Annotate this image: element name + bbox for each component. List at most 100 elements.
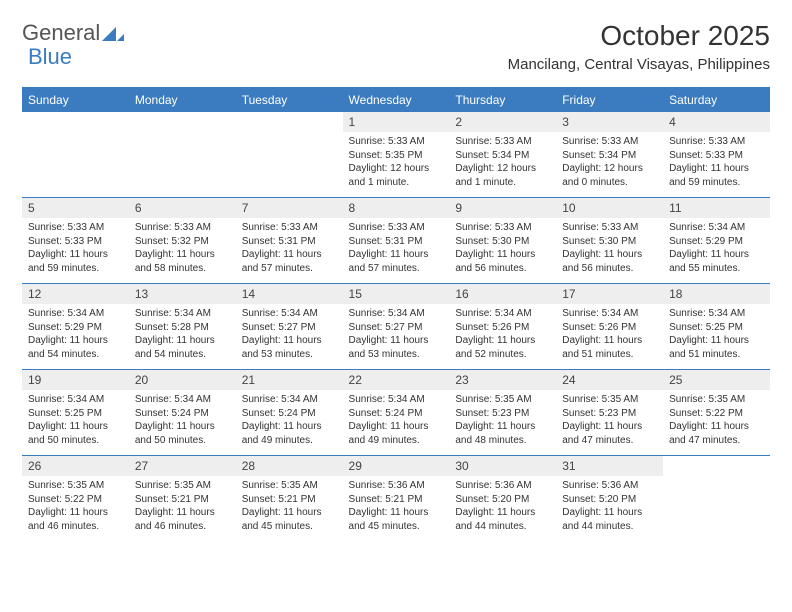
day-number: 15 <box>343 284 450 304</box>
day-content: Sunrise: 5:34 AMSunset: 5:29 PMDaylight:… <box>663 218 770 279</box>
day-number: 29 <box>343 456 450 476</box>
calendar-day: 19Sunrise: 5:34 AMSunset: 5:25 PMDayligh… <box>22 370 129 456</box>
day-header: Friday <box>556 88 663 112</box>
location: Mancilang, Central Visayas, Philippines <box>508 56 770 73</box>
day-content: Sunrise: 5:33 AMSunset: 5:30 PMDaylight:… <box>556 218 663 279</box>
calendar-day: 23Sunrise: 5:35 AMSunset: 5:23 PMDayligh… <box>449 370 556 456</box>
day-content: Sunrise: 5:34 AMSunset: 5:28 PMDaylight:… <box>129 304 236 365</box>
day-content: Sunrise: 5:36 AMSunset: 5:20 PMDaylight:… <box>556 476 663 537</box>
day-content: Sunrise: 5:34 AMSunset: 5:24 PMDaylight:… <box>236 390 343 451</box>
day-content: Sunrise: 5:36 AMSunset: 5:20 PMDaylight:… <box>449 476 556 537</box>
calendar-day: 13Sunrise: 5:34 AMSunset: 5:28 PMDayligh… <box>129 284 236 370</box>
month-title: October 2025 <box>508 20 770 52</box>
day-number: 22 <box>343 370 450 390</box>
logo-part1: General <box>22 20 100 46</box>
calendar-day: 25Sunrise: 5:35 AMSunset: 5:22 PMDayligh… <box>663 370 770 456</box>
day-number: 30 <box>449 456 556 476</box>
day-number: 20 <box>129 370 236 390</box>
day-number: 2 <box>449 112 556 132</box>
calendar-day: 18Sunrise: 5:34 AMSunset: 5:25 PMDayligh… <box>663 284 770 370</box>
calendar-day: 16Sunrise: 5:34 AMSunset: 5:26 PMDayligh… <box>449 284 556 370</box>
calendar-day: 31Sunrise: 5:36 AMSunset: 5:20 PMDayligh… <box>556 456 663 542</box>
calendar-empty <box>129 112 236 198</box>
calendar-week: 19Sunrise: 5:34 AMSunset: 5:25 PMDayligh… <box>22 370 770 456</box>
calendar-day: 28Sunrise: 5:35 AMSunset: 5:21 PMDayligh… <box>236 456 343 542</box>
day-number: 11 <box>663 198 770 218</box>
day-header: Wednesday <box>343 88 450 112</box>
calendar-day: 29Sunrise: 5:36 AMSunset: 5:21 PMDayligh… <box>343 456 450 542</box>
calendar-empty <box>663 456 770 542</box>
calendar-week: 26Sunrise: 5:35 AMSunset: 5:22 PMDayligh… <box>22 456 770 542</box>
calendar-day: 4Sunrise: 5:33 AMSunset: 5:33 PMDaylight… <box>663 112 770 198</box>
calendar-table: SundayMondayTuesdayWednesdayThursdayFrid… <box>22 87 770 542</box>
calendar-day: 12Sunrise: 5:34 AMSunset: 5:29 PMDayligh… <box>22 284 129 370</box>
day-number: 28 <box>236 456 343 476</box>
day-content: Sunrise: 5:36 AMSunset: 5:21 PMDaylight:… <box>343 476 450 537</box>
day-header: Tuesday <box>236 88 343 112</box>
day-content: Sunrise: 5:34 AMSunset: 5:29 PMDaylight:… <box>22 304 129 365</box>
calendar-day: 3Sunrise: 5:33 AMSunset: 5:34 PMDaylight… <box>556 112 663 198</box>
day-number: 17 <box>556 284 663 304</box>
day-number: 27 <box>129 456 236 476</box>
day-content: Sunrise: 5:35 AMSunset: 5:21 PMDaylight:… <box>129 476 236 537</box>
day-content: Sunrise: 5:33 AMSunset: 5:33 PMDaylight:… <box>22 218 129 279</box>
day-content: Sunrise: 5:34 AMSunset: 5:24 PMDaylight:… <box>343 390 450 451</box>
day-content: Sunrise: 5:33 AMSunset: 5:34 PMDaylight:… <box>556 132 663 193</box>
calendar-day: 20Sunrise: 5:34 AMSunset: 5:24 PMDayligh… <box>129 370 236 456</box>
day-content: Sunrise: 5:34 AMSunset: 5:26 PMDaylight:… <box>449 304 556 365</box>
day-content: Sunrise: 5:34 AMSunset: 5:27 PMDaylight:… <box>236 304 343 365</box>
day-content: Sunrise: 5:34 AMSunset: 5:26 PMDaylight:… <box>556 304 663 365</box>
day-number: 25 <box>663 370 770 390</box>
calendar-day: 30Sunrise: 5:36 AMSunset: 5:20 PMDayligh… <box>449 456 556 542</box>
day-header: Monday <box>129 88 236 112</box>
day-header: Saturday <box>663 88 770 112</box>
calendar-empty <box>22 112 129 198</box>
day-content: Sunrise: 5:33 AMSunset: 5:30 PMDaylight:… <box>449 218 556 279</box>
calendar-day: 22Sunrise: 5:34 AMSunset: 5:24 PMDayligh… <box>343 370 450 456</box>
day-number: 12 <box>22 284 129 304</box>
day-content: Sunrise: 5:35 AMSunset: 5:23 PMDaylight:… <box>556 390 663 451</box>
day-content: Sunrise: 5:35 AMSunset: 5:21 PMDaylight:… <box>236 476 343 537</box>
calendar-week: 12Sunrise: 5:34 AMSunset: 5:29 PMDayligh… <box>22 284 770 370</box>
calendar-day: 9Sunrise: 5:33 AMSunset: 5:30 PMDaylight… <box>449 198 556 284</box>
calendar-day: 7Sunrise: 5:33 AMSunset: 5:31 PMDaylight… <box>236 198 343 284</box>
calendar-day: 15Sunrise: 5:34 AMSunset: 5:27 PMDayligh… <box>343 284 450 370</box>
day-header: Sunday <box>22 88 129 112</box>
calendar-head: SundayMondayTuesdayWednesdayThursdayFrid… <box>22 88 770 112</box>
day-number: 6 <box>129 198 236 218</box>
title-block: October 2025 Mancilang, Central Visayas,… <box>508 20 770 73</box>
day-number: 8 <box>343 198 450 218</box>
day-header: Thursday <box>449 88 556 112</box>
day-number: 26 <box>22 456 129 476</box>
day-number: 21 <box>236 370 343 390</box>
day-content: Sunrise: 5:33 AMSunset: 5:34 PMDaylight:… <box>449 132 556 193</box>
calendar-day: 6Sunrise: 5:33 AMSunset: 5:32 PMDaylight… <box>129 198 236 284</box>
logo-triangle-icon <box>102 25 124 41</box>
day-number: 1 <box>343 112 450 132</box>
day-number: 10 <box>556 198 663 218</box>
day-content: Sunrise: 5:35 AMSunset: 5:22 PMDaylight:… <box>22 476 129 537</box>
day-number: 9 <box>449 198 556 218</box>
day-number: 31 <box>556 456 663 476</box>
day-content: Sunrise: 5:33 AMSunset: 5:33 PMDaylight:… <box>663 132 770 193</box>
day-content: Sunrise: 5:35 AMSunset: 5:22 PMDaylight:… <box>663 390 770 451</box>
calendar-day: 10Sunrise: 5:33 AMSunset: 5:30 PMDayligh… <box>556 198 663 284</box>
day-number: 16 <box>449 284 556 304</box>
calendar-empty <box>236 112 343 198</box>
calendar-day: 24Sunrise: 5:35 AMSunset: 5:23 PMDayligh… <box>556 370 663 456</box>
calendar-day: 1Sunrise: 5:33 AMSunset: 5:35 PMDaylight… <box>343 112 450 198</box>
day-content: Sunrise: 5:34 AMSunset: 5:27 PMDaylight:… <box>343 304 450 365</box>
calendar-day: 2Sunrise: 5:33 AMSunset: 5:34 PMDaylight… <box>449 112 556 198</box>
calendar-day: 14Sunrise: 5:34 AMSunset: 5:27 PMDayligh… <box>236 284 343 370</box>
day-number: 23 <box>449 370 556 390</box>
calendar-day: 21Sunrise: 5:34 AMSunset: 5:24 PMDayligh… <box>236 370 343 456</box>
day-number: 13 <box>129 284 236 304</box>
day-number: 24 <box>556 370 663 390</box>
day-content: Sunrise: 5:33 AMSunset: 5:31 PMDaylight:… <box>236 218 343 279</box>
day-content: Sunrise: 5:34 AMSunset: 5:25 PMDaylight:… <box>22 390 129 451</box>
day-content: Sunrise: 5:34 AMSunset: 5:24 PMDaylight:… <box>129 390 236 451</box>
header: General October 2025 Mancilang, Central … <box>22 20 770 73</box>
calendar-day: 11Sunrise: 5:34 AMSunset: 5:29 PMDayligh… <box>663 198 770 284</box>
calendar-day: 27Sunrise: 5:35 AMSunset: 5:21 PMDayligh… <box>129 456 236 542</box>
calendar-day: 17Sunrise: 5:34 AMSunset: 5:26 PMDayligh… <box>556 284 663 370</box>
